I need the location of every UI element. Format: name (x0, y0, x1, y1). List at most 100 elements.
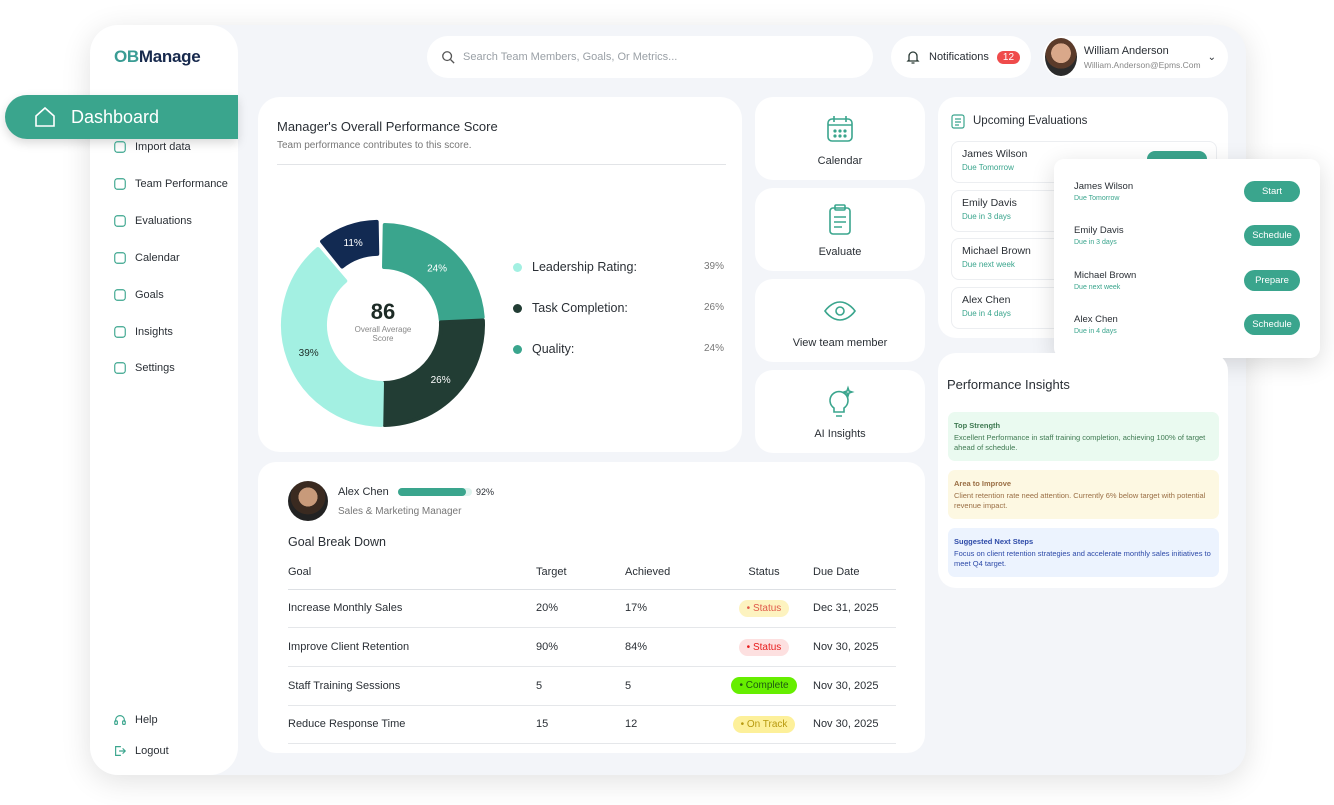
evaluation-due: Due next week (1074, 283, 1121, 291)
table-row: Improve Client Retention 90% 84% • Status No… (288, 627, 896, 667)
status-badge: • Status (738, 599, 790, 617)
table-cell: Dec 31, 2025 (813, 589, 896, 629)
quick-action-eye[interactable]: View team member (755, 279, 925, 362)
member-progress-bar (398, 488, 472, 496)
donut-segment-leadership-rating (281, 247, 384, 427)
donut-label: 24% (427, 263, 447, 274)
sidebar-item-evaluations[interactable]: Evaluations (113, 214, 192, 228)
divider (277, 164, 726, 165)
quick-action-label: View team member (792, 336, 888, 349)
bell-icon (906, 51, 920, 64)
headset-icon (114, 715, 126, 725)
table-row: Increase Monthly Sales 20% 17% • Status Dec … (288, 589, 896, 629)
evaluations-popup: James Wilson Due Tomorrow Start Emily Davis… (1054, 159, 1320, 358)
quick-action-lightbulb[interactable]: AI Insights (755, 370, 925, 453)
donut-label: 26% (431, 375, 451, 386)
table-cell: 90% (536, 627, 625, 667)
sidebar-item-label: Settings (135, 362, 175, 375)
help-label: Help (135, 714, 158, 726)
member-progress-text: 92% (476, 487, 495, 497)
chevron-down-icon[interactable]: ⌄ (1207, 51, 1216, 63)
notifications-label: Notifications (929, 51, 989, 63)
cell-text: 5 (536, 679, 543, 692)
logout-link[interactable]: Logout (113, 744, 169, 758)
status-text: Status (752, 602, 782, 614)
popup-evaluation-row: Michael Brown Due next week Prepare (1074, 269, 1300, 291)
user-email: William.Anderson@Epms.Com (1083, 59, 1201, 70)
quick-action-label: Evaluate (818, 245, 862, 258)
evaluation-name: Alex Chen (1074, 313, 1118, 325)
column-header: Achieved (625, 555, 715, 590)
search-input[interactable]: Search Team Members, Goals, Or Metrics..… (427, 36, 873, 78)
evaluation-schedule-button[interactable]: Schedule (1244, 225, 1300, 247)
quick-action-clipboard[interactable]: Evaluate (755, 188, 925, 271)
help-link[interactable]: Help (113, 713, 158, 727)
score-title: Manager's Overall Performance Score (277, 119, 498, 134)
evaluation-name: Emily Davis (1074, 225, 1124, 237)
table-cell: Staff Training Sessions (288, 666, 536, 706)
cell-text: 5 (625, 679, 632, 692)
legend-dot (513, 345, 522, 354)
evaluation-start-button[interactable]: Start (1244, 181, 1300, 202)
user-name: William Anderson (1083, 44, 1169, 57)
evaluation-schedule-button[interactable]: Schedule (1244, 313, 1300, 335)
cell-text: 90% (536, 641, 559, 654)
donut-chart: 24% 26% 39% 11% (281, 219, 485, 427)
table-cell: • Status (715, 627, 813, 667)
cell-text: 12 (625, 718, 638, 731)
user-menu[interactable]: William Anderson William.Anderson@Epms.Co… (1043, 36, 1228, 78)
home-icon (35, 106, 55, 127)
evaluation-name: Michael Brown (962, 245, 1031, 257)
goals-table: Goal Target Achieved Status Due Date Increase… (288, 555, 896, 745)
evaluation-name: Michael Brown (1074, 269, 1137, 281)
status-text: Status (752, 641, 782, 653)
cell-text: Improve Client Retention (288, 641, 410, 654)
quick-action-calendar[interactable]: Calendar (755, 97, 925, 180)
notifications-button[interactable]: Notifications 12 (891, 36, 1031, 78)
sidebar-item-insights[interactable]: Insights (113, 325, 173, 339)
legend-value: 24% (704, 343, 725, 354)
table-cell: 17% (625, 589, 715, 629)
sidebar-item-label: Insights (135, 325, 173, 338)
cell-text: Nov 30, 2025 (813, 641, 879, 654)
target-icon (114, 288, 126, 301)
score-value: 86 (370, 299, 396, 324)
legend-dot (513, 304, 522, 313)
table-cell: • Complete (715, 666, 813, 706)
sidebar-item-goals[interactable]: Goals (113, 288, 164, 302)
donut-segment-task-completion (382, 318, 485, 427)
clipboard-icon (829, 203, 851, 235)
member-avatar (288, 481, 328, 521)
sidebar-item-calendar[interactable]: Calendar (113, 251, 180, 265)
gear-icon (114, 362, 126, 375)
sidebar-item-settings[interactable]: Settings (113, 361, 175, 375)
hidden-start-button (1147, 151, 1207, 159)
cell-text: Dec 31, 2025 (813, 602, 879, 615)
evaluations-header: Upcoming Evaluations (951, 113, 1087, 129)
column-header: Due Date (813, 555, 896, 590)
sidebar-item-dashboard[interactable]: Dashboard (5, 95, 238, 139)
sidebar-item-label: Calendar (135, 251, 180, 264)
sidebar-item-team-performance[interactable]: Team Performance (113, 177, 228, 191)
popup-evaluation-row: James Wilson Due Tomorrow Start (1074, 181, 1300, 202)
cell-text: 17% (625, 602, 648, 615)
evaluation-name: James Wilson (1074, 181, 1134, 192)
sidebar-item-import-data[interactable]: Import data (113, 140, 191, 154)
sidebar-item-label: Team Performance (135, 177, 228, 190)
cell-text: Staff Training Sessions (288, 679, 401, 692)
quick-action-label: Calendar (817, 154, 863, 167)
insight-text: Excellent Performance in staff training … (954, 433, 1206, 452)
logout-label: Logout (135, 745, 169, 757)
donut-segment-quality (382, 223, 485, 323)
donut-segment-other (320, 219, 380, 269)
status-text: Complete (745, 680, 789, 692)
table-cell: Increase Monthly Sales (288, 589, 536, 629)
table-cell: Nov 30, 2025 (813, 666, 896, 706)
table-cell: 20% (536, 589, 625, 629)
evaluation-prepare-button[interactable]: Prepare (1244, 269, 1300, 291)
quick-action-label: AI Insights (814, 427, 866, 440)
table-cell: 84% (625, 627, 715, 667)
sidebar-item-label: Evaluations (135, 214, 192, 227)
cell-text: 15 (536, 718, 549, 731)
insight-card: Top Strength Excellent Performance in sta… (948, 412, 1219, 461)
